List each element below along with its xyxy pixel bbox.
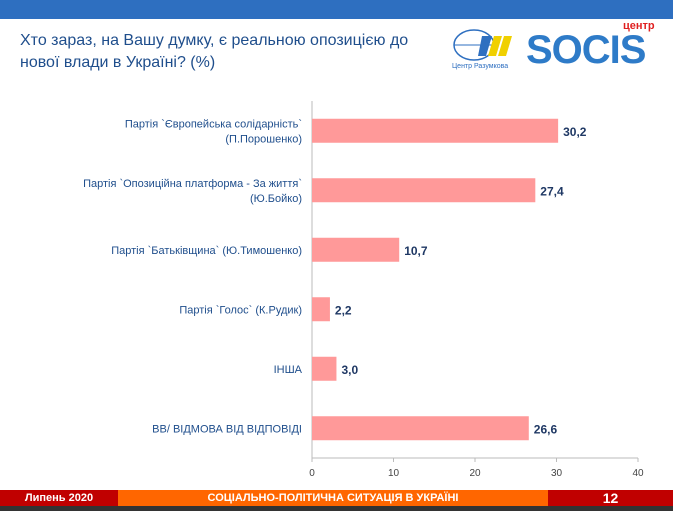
bar bbox=[312, 356, 337, 381]
data-label: 26,6 bbox=[534, 422, 558, 436]
category-label: ВВ/ ВІДМОВА ВІД ВІДПОВІДІ bbox=[152, 423, 302, 435]
x-tick-label: 0 bbox=[309, 468, 315, 479]
socis-prefix: центр bbox=[623, 20, 655, 32]
bar bbox=[312, 416, 529, 441]
x-tick-label: 10 bbox=[388, 468, 400, 479]
category-label: Партія `Голос` (К.Рудик) bbox=[179, 304, 302, 316]
footer-page-number: 12 bbox=[548, 490, 673, 506]
bottom-strip bbox=[0, 506, 673, 511]
category-label: (П.Порошенко) bbox=[225, 133, 302, 145]
x-tick-label: 30 bbox=[551, 468, 563, 479]
category-label: Партія `Батьківщина` (Ю.Тимошенко) bbox=[111, 245, 302, 257]
bar bbox=[312, 118, 559, 143]
socis-logo: SOCIS bbox=[526, 28, 646, 72]
x-tick-label: 20 bbox=[469, 468, 481, 479]
data-label: 30,2 bbox=[563, 125, 587, 139]
data-label: 27,4 bbox=[540, 184, 564, 198]
header-bar bbox=[0, 0, 673, 19]
footer-subject: СОЦІАЛЬНО-ПОЛІТИЧНА СИТУАЦІЯ В УКРАЇНІ bbox=[118, 490, 548, 506]
data-label: 10,7 bbox=[404, 244, 428, 258]
bar-chart: 0 10 20 30 40 30,2 Партія `Європейська солідар… bbox=[83, 101, 644, 479]
x-tick-label: 40 bbox=[632, 468, 644, 479]
bar bbox=[312, 297, 330, 322]
data-label: 3,0 bbox=[341, 363, 358, 377]
category-label: Партія `Опозиційна платформа - За життя` bbox=[83, 178, 302, 190]
footer-date: Липень 2020 bbox=[0, 490, 118, 506]
bar bbox=[312, 178, 536, 203]
category-label: Партія `Європейська солідарність` bbox=[125, 118, 302, 130]
category-label: (Ю.Бойко) bbox=[250, 193, 302, 205]
category-label: ІНША bbox=[274, 364, 303, 376]
razumkov-logo: Центр Разумкова bbox=[452, 28, 522, 73]
data-label: 2,2 bbox=[335, 303, 352, 317]
bar bbox=[312, 237, 400, 262]
chart-title: Хто зараз, на Вашу думку, є реальною опо… bbox=[20, 32, 409, 71]
razumkov-caption: Центр Разумкова bbox=[452, 63, 509, 70]
